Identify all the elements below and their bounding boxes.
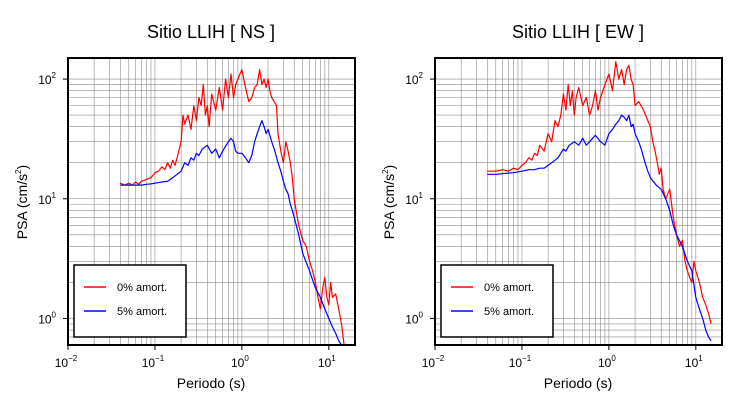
x-axis-label: Periodo (s)	[544, 375, 612, 391]
axis-ticks: 10−2 10−1 100 101 100 101 102	[38, 71, 336, 370]
legend: 0% amort. 5% amort.	[73, 264, 187, 338]
legend-box	[440, 264, 554, 338]
series-line-0-pct	[487, 61, 712, 325]
x-tick-label: 10−1	[509, 354, 532, 370]
y-tick-label: 100	[405, 310, 423, 326]
y-axis-label: PSA (cm/s2)	[14, 165, 30, 239]
chart-panel-ns: Sitio LLIH [ NS ] Periodo (s) PSA (cm/s2…	[14, 22, 356, 391]
series-line-5-pct	[487, 114, 712, 342]
legend-box	[73, 264, 187, 338]
y-tick-label: 101	[38, 191, 56, 207]
x-tick-label: 100	[231, 354, 249, 370]
y-tick-label: 101	[405, 191, 423, 207]
legend-label: 5% amort.	[484, 306, 534, 318]
legend: 0% amort. 5% amort.	[440, 264, 554, 338]
y-tick-label: 100	[38, 310, 56, 326]
data-layer	[120, 69, 345, 346]
axis-ticks: 10−2 10−1 100 101 100 101 102	[405, 71, 703, 370]
x-tick-label: 101	[318, 354, 336, 370]
x-tick-label: 10−2	[422, 354, 445, 370]
chart-title: Sitio LLIH [ NS ]	[147, 22, 275, 42]
x-tick-label: 10−2	[55, 354, 78, 370]
plot-frame	[67, 57, 356, 346]
y-axis-label: PSA (cm/s2)	[381, 165, 397, 239]
x-tick-label: 10−1	[142, 354, 165, 370]
x-tick-label: 100	[598, 354, 616, 370]
series-line-5-pct	[120, 120, 342, 346]
chart-panel-ew: Sitio LLIH [ EW ] Periodo (s) PSA (cm/s2…	[381, 22, 723, 391]
plot-frame	[434, 57, 723, 346]
data-layer	[487, 61, 712, 342]
x-tick-label: 101	[685, 354, 703, 370]
chart-title: Sitio LLIH [ EW ]	[512, 22, 644, 42]
x-axis-label: Periodo (s)	[177, 375, 245, 391]
legend-label: 0% amort.	[484, 282, 534, 294]
legend-label: 5% amort.	[117, 306, 167, 318]
series-line-0-pct	[120, 69, 345, 346]
y-tick-label: 102	[38, 71, 56, 87]
legend-label: 0% amort.	[117, 282, 167, 294]
grid	[67, 58, 356, 346]
y-tick-label: 102	[405, 71, 423, 87]
